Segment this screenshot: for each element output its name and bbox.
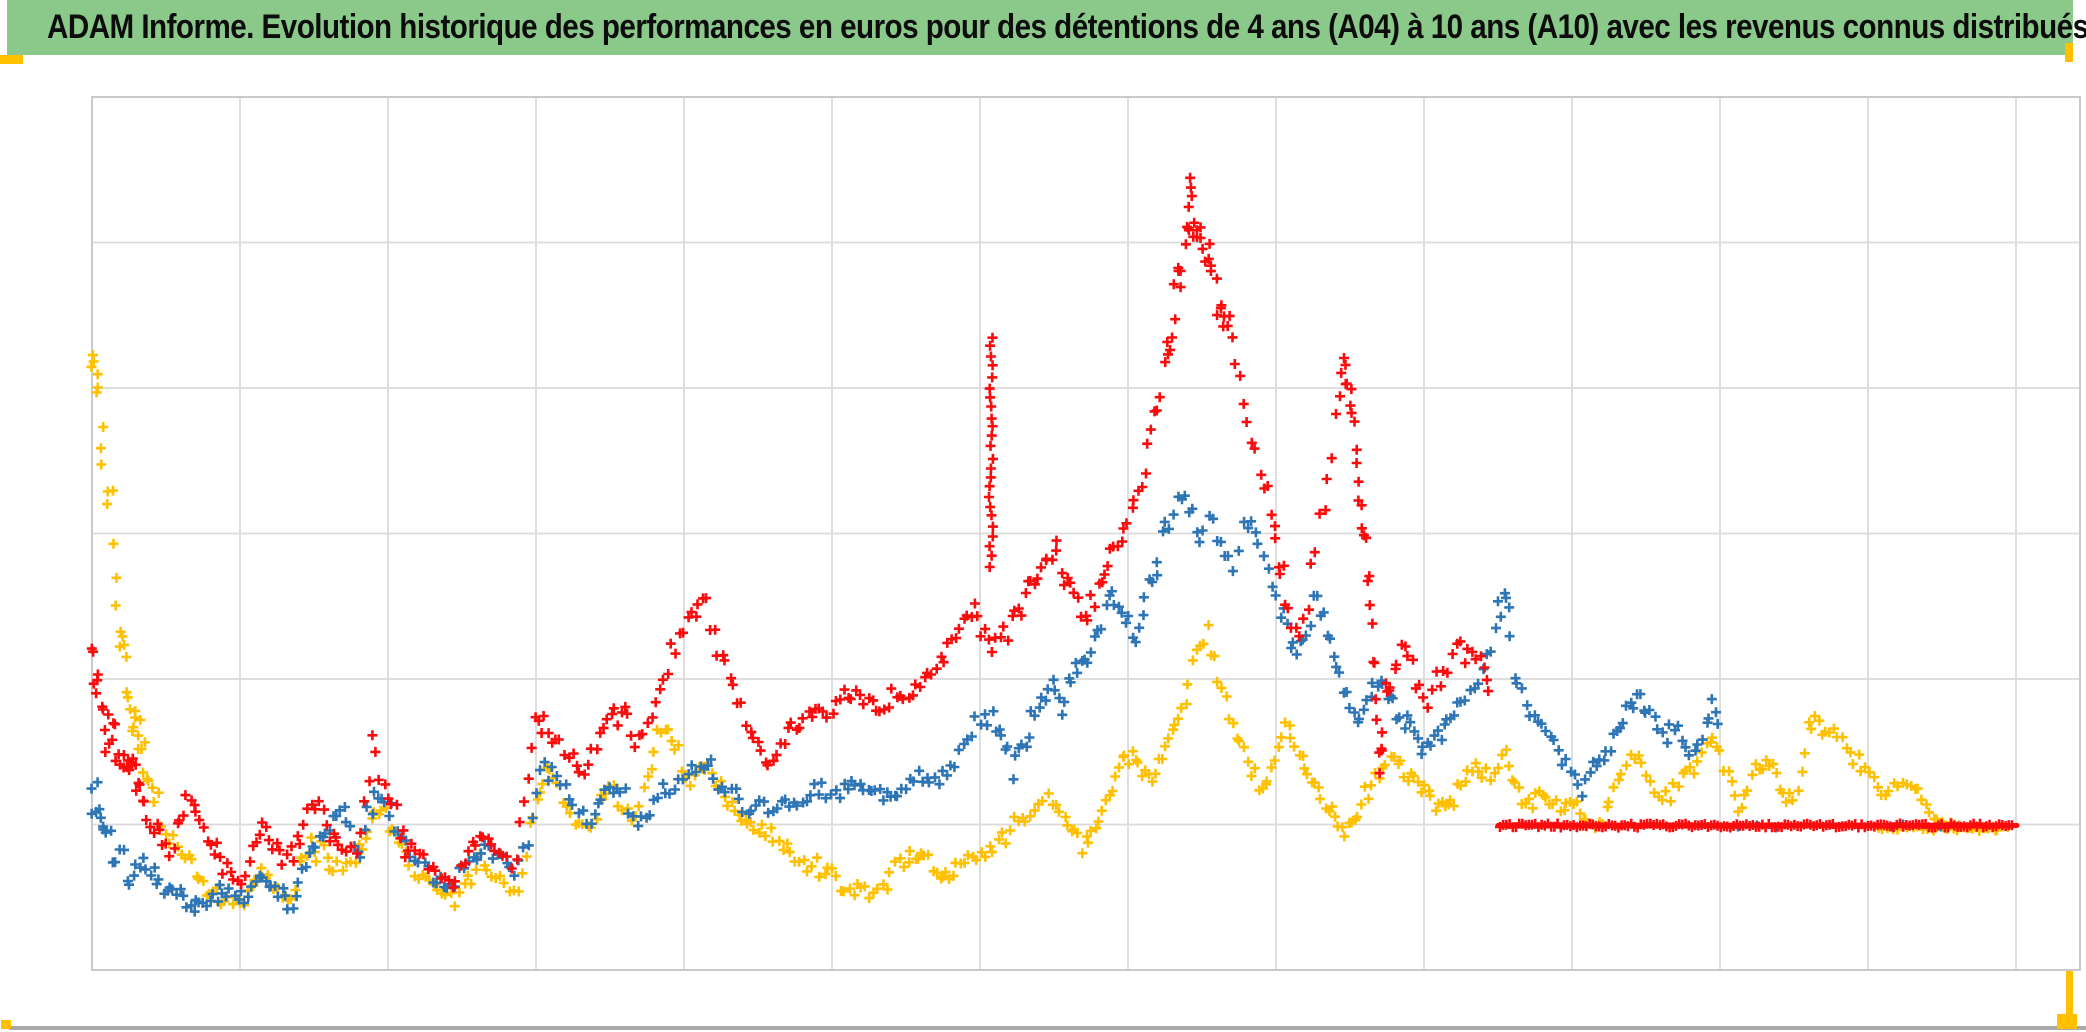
bottom-rule <box>9 1026 2086 1030</box>
accent-bracket-bottom-right <box>2066 971 2073 1021</box>
accent-dash-top-left <box>0 55 23 64</box>
accent-bracket-foot-bottom-right <box>2057 1014 2077 1029</box>
accent-square-bottom-left <box>1 1020 11 1029</box>
accent-notch-top-right <box>2065 43 2073 62</box>
page-title: ADAM Informe. Evolution historique des p… <box>47 8 2086 46</box>
title-bar: ADAM Informe. Evolution historique des p… <box>7 0 2086 55</box>
